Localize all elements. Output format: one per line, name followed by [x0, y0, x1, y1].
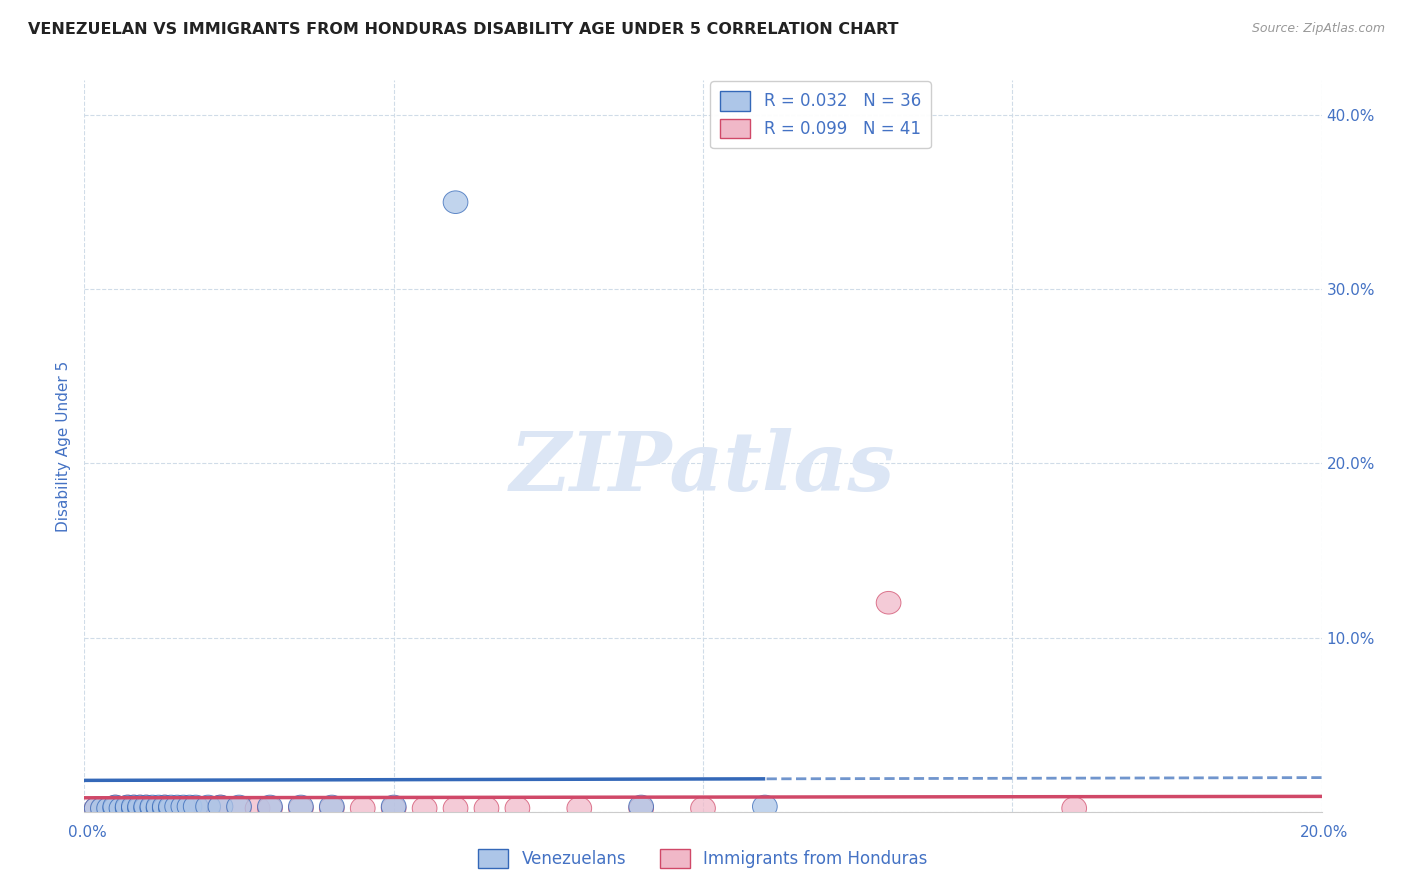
Ellipse shape	[505, 797, 530, 820]
Ellipse shape	[128, 795, 152, 818]
Ellipse shape	[103, 795, 128, 818]
Ellipse shape	[183, 795, 208, 818]
Ellipse shape	[208, 795, 233, 818]
Ellipse shape	[103, 797, 128, 820]
Ellipse shape	[412, 797, 437, 820]
Ellipse shape	[146, 795, 172, 818]
Ellipse shape	[159, 795, 183, 818]
Ellipse shape	[159, 797, 183, 820]
Ellipse shape	[152, 797, 177, 820]
Ellipse shape	[690, 797, 716, 820]
Ellipse shape	[134, 795, 159, 818]
Ellipse shape	[115, 797, 141, 820]
Ellipse shape	[141, 797, 165, 820]
Ellipse shape	[1062, 797, 1087, 820]
Ellipse shape	[257, 797, 283, 820]
Ellipse shape	[121, 795, 146, 818]
Ellipse shape	[97, 797, 121, 820]
Ellipse shape	[177, 797, 202, 820]
Ellipse shape	[350, 797, 375, 820]
Ellipse shape	[90, 797, 115, 820]
Ellipse shape	[103, 797, 128, 820]
Text: ZIPatlas: ZIPatlas	[510, 428, 896, 508]
Ellipse shape	[628, 797, 654, 820]
Ellipse shape	[146, 797, 172, 820]
Ellipse shape	[152, 795, 177, 818]
Ellipse shape	[110, 797, 134, 820]
Text: 0.0%: 0.0%	[67, 825, 107, 839]
Ellipse shape	[97, 797, 121, 820]
Ellipse shape	[84, 797, 110, 820]
Ellipse shape	[134, 797, 159, 820]
Ellipse shape	[141, 795, 165, 818]
Ellipse shape	[319, 797, 344, 820]
Legend: R = 0.032   N = 36, R = 0.099   N = 41: R = 0.032 N = 36, R = 0.099 N = 41	[710, 81, 931, 148]
Ellipse shape	[128, 797, 152, 820]
Ellipse shape	[257, 795, 283, 818]
Ellipse shape	[165, 797, 190, 820]
Ellipse shape	[443, 797, 468, 820]
Ellipse shape	[84, 797, 110, 820]
Ellipse shape	[103, 795, 128, 818]
Ellipse shape	[141, 797, 165, 820]
Ellipse shape	[567, 797, 592, 820]
Ellipse shape	[177, 795, 202, 818]
Ellipse shape	[474, 797, 499, 820]
Ellipse shape	[381, 797, 406, 820]
Ellipse shape	[115, 797, 141, 820]
Ellipse shape	[115, 795, 141, 818]
Ellipse shape	[876, 591, 901, 614]
Text: Source: ZipAtlas.com: Source: ZipAtlas.com	[1251, 22, 1385, 36]
Ellipse shape	[110, 797, 134, 820]
Ellipse shape	[752, 795, 778, 818]
Ellipse shape	[121, 797, 146, 820]
Ellipse shape	[195, 797, 221, 820]
Ellipse shape	[443, 191, 468, 213]
Ellipse shape	[152, 795, 177, 818]
Ellipse shape	[208, 795, 233, 818]
Ellipse shape	[628, 795, 654, 818]
Ellipse shape	[146, 797, 172, 820]
Ellipse shape	[121, 795, 146, 818]
Ellipse shape	[288, 797, 314, 820]
Ellipse shape	[128, 795, 152, 818]
Ellipse shape	[226, 795, 252, 818]
Ellipse shape	[245, 797, 270, 820]
Text: 20.0%: 20.0%	[1301, 825, 1348, 839]
Ellipse shape	[172, 795, 195, 818]
Ellipse shape	[134, 795, 159, 818]
Ellipse shape	[165, 795, 190, 818]
Ellipse shape	[134, 797, 159, 820]
Text: VENEZUELAN VS IMMIGRANTS FROM HONDURAS DISABILITY AGE UNDER 5 CORRELATION CHART: VENEZUELAN VS IMMIGRANTS FROM HONDURAS D…	[28, 22, 898, 37]
Ellipse shape	[152, 797, 177, 820]
Ellipse shape	[195, 795, 221, 818]
Ellipse shape	[128, 797, 152, 820]
Ellipse shape	[121, 797, 146, 820]
Ellipse shape	[90, 797, 115, 820]
Ellipse shape	[288, 795, 314, 818]
Y-axis label: Disability Age Under 5: Disability Age Under 5	[56, 360, 72, 532]
Ellipse shape	[381, 795, 406, 818]
Ellipse shape	[115, 795, 141, 818]
Ellipse shape	[226, 797, 252, 820]
Ellipse shape	[172, 797, 195, 820]
Ellipse shape	[183, 797, 208, 820]
Legend: Venezuelans, Immigrants from Honduras: Venezuelans, Immigrants from Honduras	[472, 842, 934, 875]
Ellipse shape	[319, 795, 344, 818]
Ellipse shape	[159, 797, 183, 820]
